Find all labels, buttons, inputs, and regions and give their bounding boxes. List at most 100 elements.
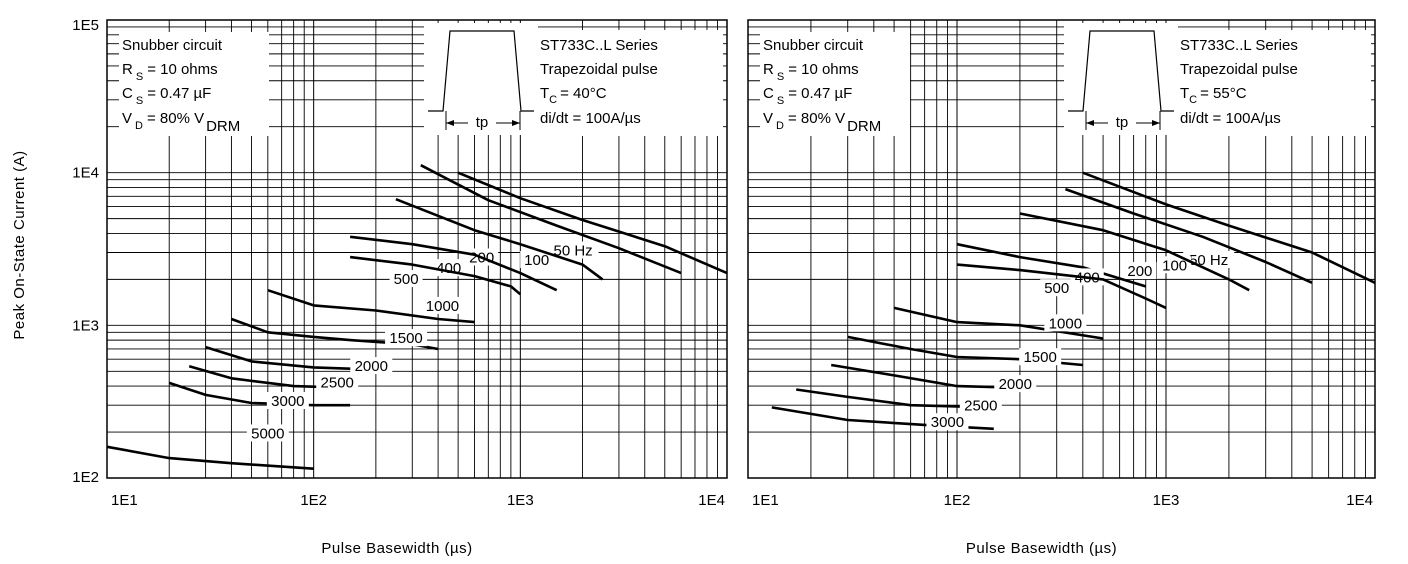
series-name-label: ST733C..L Series — [540, 37, 658, 54]
series-line-50hz — [1082, 171, 1376, 284]
curve-label-bg — [385, 329, 428, 347]
didt-label: di/dt = 100A/µs — [540, 110, 641, 127]
pulse-inset: tp — [424, 23, 538, 135]
curve-label: 1500 — [1023, 349, 1056, 366]
plot-frame — [747, 19, 1376, 479]
tp-label: tp — [476, 114, 489, 131]
curve-label: 2500 — [964, 397, 997, 414]
y-tick-label: 1E5 — [72, 17, 99, 34]
curve-label-bg — [1123, 262, 1157, 280]
case-temp-label: TC = 55°C — [1180, 85, 1247, 106]
series-line-2000 — [830, 363, 1020, 390]
curve-label: 2000 — [355, 358, 388, 375]
conditions-left-bg — [760, 32, 910, 136]
series-line-5000 — [106, 445, 314, 470]
curve-label-bg — [1158, 256, 1192, 274]
tp-arrow-left — [446, 120, 454, 126]
curve-label-bg — [959, 396, 1002, 414]
conditions-box-right: ST733C..L Series Trapezoidal pulse TC = 40°… — [536, 30, 723, 136]
curve-label: 500 — [1044, 280, 1069, 297]
curve-label: 50 Hz — [1189, 252, 1228, 269]
curve-label: 100 — [1162, 257, 1187, 274]
curve-label: 100 — [524, 252, 549, 269]
tp-label-bg — [468, 114, 496, 130]
curve-label-bg — [350, 357, 393, 375]
curve-label: 2000 — [999, 376, 1032, 393]
x-tick-label: 1E2 — [300, 492, 327, 509]
curve-label-bg — [266, 391, 309, 409]
curve-label-bg — [389, 270, 423, 288]
vd-label: V D = 80% V DRM — [763, 110, 881, 135]
curve-label-bg — [926, 413, 969, 431]
series-line-3000 — [168, 381, 351, 407]
series-line-2500 — [796, 388, 994, 409]
curve-label: 200 — [1127, 263, 1152, 280]
series-line-500 — [349, 255, 522, 296]
curve-label-bg — [1019, 348, 1062, 366]
curves: 50 Hz10020040050010001500200025003000500… — [106, 164, 728, 470]
curve-label: 1000 — [1049, 315, 1082, 332]
cs-label: C S = 0.47 µF — [763, 85, 852, 107]
tp-label-bg — [1108, 114, 1136, 130]
curve-label-bg — [520, 250, 554, 268]
x-tick-label: 1E1 — [752, 492, 779, 509]
curve-label: 2500 — [321, 374, 354, 391]
curve-label-bg — [1044, 314, 1087, 332]
snubber-label: Snubber circuit — [122, 37, 223, 54]
curve-label-bg — [994, 375, 1037, 393]
conditions-left-bg — [119, 32, 269, 136]
cs-label: C S = 0.47 µF — [122, 85, 211, 107]
curve-label: 3000 — [271, 393, 304, 410]
series-line-1000 — [267, 288, 475, 324]
plot-frame — [106, 19, 728, 479]
curve-label: 1500 — [389, 330, 422, 347]
curve-label: 5000 — [251, 425, 284, 442]
curve-label: 500 — [394, 271, 419, 288]
x-tick-label: 1E3 — [1153, 492, 1180, 509]
tp-arrow-right — [1152, 120, 1160, 126]
series-line-400 — [349, 235, 558, 292]
rs-label: R S = 10 ohms — [122, 61, 218, 83]
conditions-right-bg — [1176, 30, 1371, 136]
series-line-200 — [395, 197, 604, 281]
trapezoid-pulse-shape — [1068, 30, 1174, 112]
x-axis-label: Pulse Basewidth (µs) — [321, 540, 472, 557]
tp-arrow-left — [1086, 120, 1094, 126]
chart-panel-55c: 1E1 1E2 1E3 1E4 Pulse Basewidth (µs) Snubber … — [747, 19, 1376, 557]
x-tick-label: 1E2 — [944, 492, 971, 509]
trapezoid-pulse-shape — [428, 30, 534, 112]
pulse-inset: tp — [1064, 23, 1178, 135]
x-axis-label: Pulse Basewidth (µs) — [966, 540, 1117, 557]
curve-label: 1000 — [426, 298, 459, 315]
x-tick-label: 1E1 — [111, 492, 138, 509]
curve-label: 50 Hz — [553, 242, 592, 259]
pulse-type-label: Trapezoidal pulse — [1180, 61, 1298, 78]
curve-label-bg — [316, 373, 359, 391]
series-line-1000 — [893, 306, 1104, 340]
curve-label: 3000 — [931, 414, 964, 431]
x-tick-label: 1E3 — [507, 492, 534, 509]
series-name-label: ST733C..L Series — [1180, 37, 1298, 54]
x-tick-label: 1E4 — [1346, 492, 1373, 509]
snubber-label: Snubber circuit — [763, 37, 864, 54]
chart-panel-40c: 1E1 1E2 1E3 1E4 1E2 1E3 1E4 1E5 Pulse Basewidth … — [72, 17, 728, 557]
y-tick-label: 1E4 — [72, 165, 99, 182]
y-tick-label: 1E3 — [72, 317, 99, 334]
series-line-100 — [420, 164, 682, 275]
curve-label-bg — [547, 241, 599, 259]
didt-label: di/dt = 100A/µs — [1180, 110, 1281, 127]
curve-label-bg — [246, 424, 289, 442]
series-line-50hz — [457, 171, 728, 275]
vd-label: V D = 80% V DRM — [122, 110, 240, 135]
y-tick-label: 1E2 — [72, 469, 99, 486]
y-axis-label: Peak On-State Current (A) — [11, 150, 28, 339]
series-line-200 — [1019, 212, 1250, 292]
curve-label-bg — [1040, 279, 1074, 297]
tp-label: tp — [1116, 114, 1129, 131]
case-temp-label: TC = 40°C — [540, 85, 607, 106]
conditions-right-bg — [536, 30, 723, 136]
